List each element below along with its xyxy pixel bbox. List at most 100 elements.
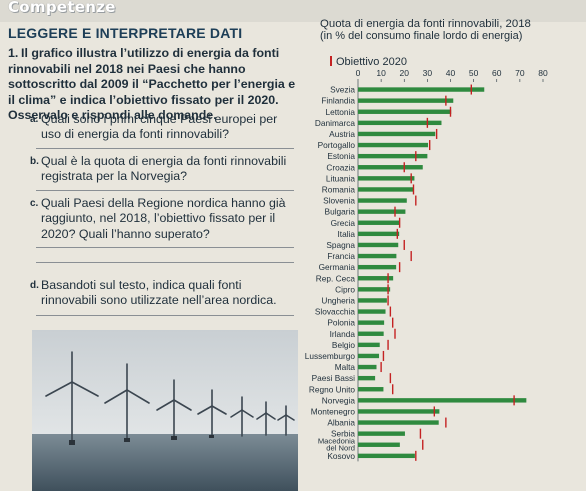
data-bar [358, 209, 406, 214]
task-c: c. Quali Paesi della Regione nordica han… [30, 196, 294, 242]
task-b: b. Qual è la quota di energia da fonti r… [30, 154, 294, 185]
wind-farm-illustration [32, 330, 298, 491]
data-bar [358, 353, 380, 359]
category-label: Polonia [327, 318, 355, 328]
x-tick-label: 0 [356, 68, 361, 78]
chart-legend: Obiettivo 2020 [330, 56, 407, 68]
answer-line-b[interactable] [36, 190, 294, 191]
data-bar [358, 220, 400, 225]
category-label: Rep. Ceca [316, 273, 356, 283]
x-tick-label: 70 [515, 68, 525, 78]
data-bar [358, 442, 400, 447]
category-label: Paesi Bassi [312, 373, 356, 383]
exercise-intro-text: Il grafico illustra l’utilizzo di energi… [8, 46, 296, 123]
x-tick-label: 10 [376, 68, 386, 78]
category-label: del Nord [326, 443, 355, 452]
category-label: Cipro [335, 284, 355, 294]
data-bar [358, 409, 440, 414]
category-label: Belgio [332, 340, 355, 350]
category-label: Bulgaria [325, 207, 356, 217]
renewables-bar-chart: 0 10 20 30 40 50 60 70 80 SveziaFinlandiaLettonia… [305, 68, 548, 462]
data-bar [358, 231, 400, 237]
x-tick-label: 20 [400, 68, 410, 78]
x-tick-label: 80 [538, 68, 548, 78]
task-a: a. Quali sono i primi cinque Paesi europ… [30, 112, 294, 143]
category-label: Montenegro [311, 406, 356, 416]
data-bar [358, 87, 485, 92]
data-bar [358, 187, 414, 192]
data-bar [358, 142, 429, 148]
category-label: Lettonia [325, 107, 355, 117]
data-bar [358, 198, 407, 203]
category-label: Regno Unito [309, 384, 356, 394]
task-d: d. Basandoti sul testo, indica quali fon… [30, 278, 294, 309]
x-tick-label: 60 [492, 68, 502, 78]
data-bar [358, 342, 380, 348]
category-label: Germania [319, 262, 356, 272]
data-bar [358, 153, 428, 159]
data-bar [358, 120, 442, 126]
data-bar [358, 165, 423, 170]
data-bar [358, 364, 377, 370]
data-bar [358, 387, 384, 392]
task-letter: c. [30, 198, 39, 209]
x-tick-label: 50 [469, 68, 479, 78]
target-legend-marker [330, 56, 332, 66]
data-bar [358, 420, 439, 425]
category-label: Macedonia [318, 436, 356, 445]
category-label: Svezia [330, 85, 355, 95]
data-bar [358, 109, 452, 114]
data-bar [358, 320, 385, 325]
data-bar [358, 375, 376, 381]
category-label: Kosovo [327, 451, 355, 461]
category-label: Grecia [331, 218, 356, 228]
answer-line-d[interactable] [36, 315, 294, 316]
category-label: Romania [322, 184, 356, 194]
category-label: Danimarca [315, 118, 356, 128]
chart-title: Quota di energia da fonti rinnovabili, 2… [320, 18, 531, 30]
category-label: Slovacchia [315, 307, 356, 317]
category-label: Italia [337, 229, 355, 239]
answer-line-c1[interactable] [36, 247, 294, 248]
wind-farm-photo [32, 330, 298, 491]
task-text: Qual è la quota di energia da fonti rinn… [41, 154, 287, 184]
task-text: Quali Paesi della Regione nordica hanno … [41, 196, 286, 241]
category-label: Lussemburgo [305, 351, 356, 361]
category-label: Lituania [326, 173, 355, 183]
data-bar [358, 398, 527, 403]
data-bar [358, 453, 415, 459]
section-header: Competenze [0, 0, 586, 22]
x-tick-label: 30 [423, 68, 433, 78]
category-label: Norvegia [322, 395, 356, 405]
category-label: Slovenia [323, 196, 355, 206]
data-bar [358, 287, 391, 292]
task-letter: a. [30, 114, 39, 125]
task-text: Quali sono i primi cinque Paesi europei … [41, 112, 278, 142]
task-text: Basandoti sul testo, indica quali fonti … [41, 278, 277, 308]
category-label: Austria [329, 129, 355, 139]
category-label: Serbia [331, 429, 355, 439]
answer-line-c2[interactable] [36, 262, 294, 263]
exercise-number: 1. [8, 46, 19, 60]
data-bar [358, 242, 399, 248]
data-bar [358, 176, 415, 181]
exercise-category-label: LEGGERE E INTERPRETARE DATI [8, 25, 243, 41]
data-bar [358, 331, 384, 336]
category-label: Malta [335, 362, 356, 372]
category-label: Francia [327, 251, 355, 261]
data-bar [358, 431, 405, 436]
category-label: Albania [327, 418, 355, 428]
category-label: Ungheria [321, 295, 355, 305]
category-label: Irlanda [330, 329, 356, 339]
task-letter: b. [30, 156, 39, 167]
answer-line-a[interactable] [36, 148, 294, 149]
category-label: Estonia [327, 151, 355, 161]
exercise-intro: 1. Il grafico illustra l’utilizzo di ener… [8, 46, 300, 124]
data-bar [358, 298, 387, 303]
legend-label: Obiettivo 2020 [336, 56, 407, 68]
category-label: Spagna [326, 240, 355, 250]
data-bar [358, 98, 454, 103]
section-title: Competenze [8, 0, 116, 16]
data-bar [358, 264, 397, 270]
data-bar [358, 276, 394, 281]
